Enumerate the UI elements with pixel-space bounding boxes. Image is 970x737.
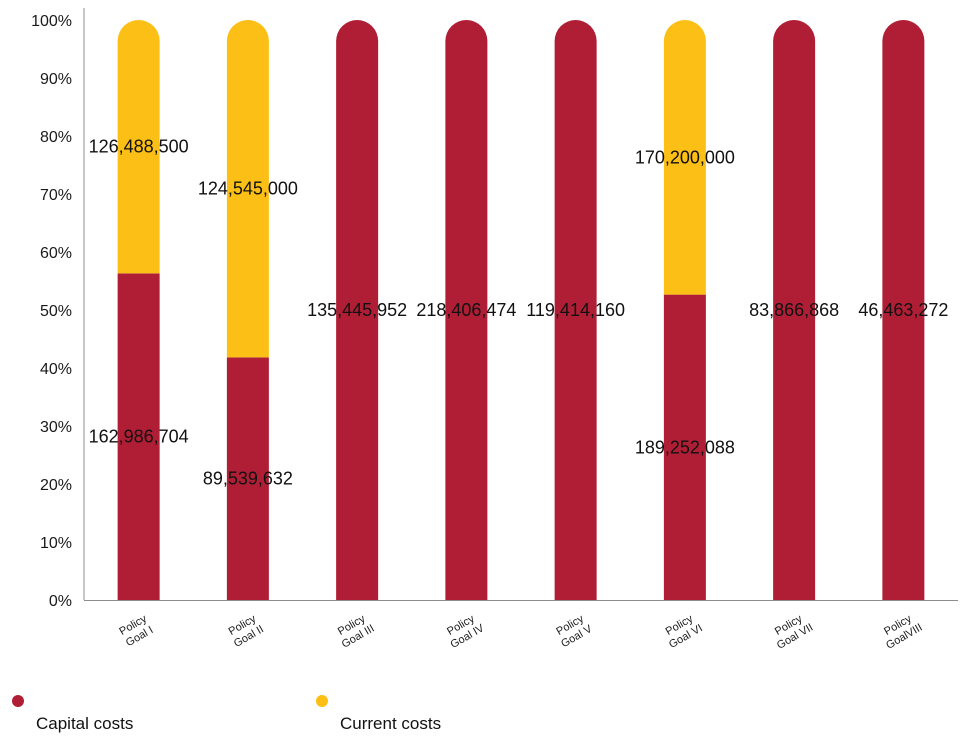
data-label-capital-costs: 218,406,474 bbox=[416, 300, 516, 320]
bar-current-costs bbox=[663, 20, 706, 295]
y-tick-label: 90% bbox=[40, 71, 72, 88]
y-tick-label: 80% bbox=[40, 129, 72, 146]
data-label-capital-costs: 162,986,704 bbox=[89, 427, 189, 447]
capital-costs-legend-label: Capital costs bbox=[36, 714, 134, 733]
y-tick-label: 70% bbox=[40, 187, 72, 204]
bar-capital-costs bbox=[882, 20, 925, 601]
data-label-current-costs: 126,488,500 bbox=[89, 137, 189, 157]
data-label-capital-costs: 83,866,868 bbox=[749, 300, 839, 320]
legend-item-capital-costs: Capital costs bbox=[0, 695, 133, 734]
bar-capital-costs bbox=[336, 20, 379, 601]
y-tick-label: 40% bbox=[40, 361, 72, 378]
y-tick-label: 60% bbox=[40, 245, 72, 262]
y-axis: 0% 10% 20% 30% 40% 50% 60% 70% 80% 90% 100% bbox=[31, 8, 85, 610]
bar-capital-costs bbox=[445, 20, 488, 601]
data-label-capital-costs: 135,445,952 bbox=[307, 300, 407, 320]
data-label-capital-costs: 89,539,632 bbox=[203, 469, 293, 489]
data-label-capital-costs: 189,252,088 bbox=[635, 437, 735, 457]
x-category-label: PolicyGoal VI bbox=[660, 611, 704, 651]
current-costs-legend-label: Current costs bbox=[340, 714, 442, 733]
capital-costs-legend-dot bbox=[12, 695, 24, 707]
data-label-current-costs: 170,200,000 bbox=[635, 147, 735, 167]
data-label-current-costs: 124,545,000 bbox=[198, 179, 298, 199]
y-tick-label: 0% bbox=[49, 593, 72, 610]
stacked-percent-bar-chart: 0% 10% 20% 30% 40% 50% 60% 70% 80% 90% 100% 162,98… bbox=[31, 8, 958, 652]
current-costs-legend-dot bbox=[316, 695, 328, 707]
bar-capital-costs bbox=[117, 273, 160, 600]
y-tick-label: 30% bbox=[40, 419, 72, 436]
y-tick-label: 50% bbox=[40, 303, 72, 320]
data-label-capital-costs: 119,414,160 bbox=[526, 300, 625, 320]
bar-capital-costs bbox=[554, 20, 597, 601]
x-category-label: PolicyGoal III bbox=[333, 611, 376, 650]
x-category-label: PolicyGoal II bbox=[225, 612, 266, 650]
legend-item-current-costs: Current costs bbox=[304, 695, 441, 734]
y-tick-label: 20% bbox=[40, 477, 72, 494]
data-labels: 162,986,704 126,488,500 89,539,632 124,545,… bbox=[89, 137, 949, 489]
bars bbox=[117, 20, 925, 601]
x-category-label: PolicyGoalVIII bbox=[878, 610, 925, 652]
y-tick-label: 10% bbox=[40, 535, 72, 552]
x-category-label: PolicyGoal IV bbox=[442, 611, 487, 651]
bar-capital-costs bbox=[663, 294, 706, 600]
bar-capital-costs bbox=[773, 20, 816, 601]
bar-current-costs bbox=[226, 20, 269, 358]
x-category-label: PolicyGoal V bbox=[553, 611, 595, 650]
bar-current-costs bbox=[117, 20, 160, 274]
x-axis: PolicyGoal I PolicyGoal II PolicyGoal III P… bbox=[84, 600, 958, 652]
x-category-label: PolicyGoal VII bbox=[768, 610, 815, 652]
x-category-label: PolicyGoal I bbox=[117, 613, 155, 650]
data-label-capital-costs: 46,463,272 bbox=[858, 300, 948, 320]
bar-capital-costs bbox=[226, 357, 269, 600]
y-tick-label: 100% bbox=[31, 13, 72, 30]
